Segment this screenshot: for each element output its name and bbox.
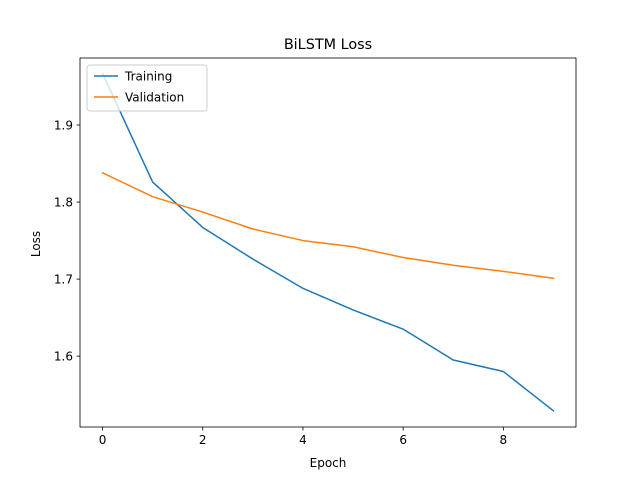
x-axis-ticks: 0 2 4 6 8 [99,427,507,447]
x-axis-label: Epoch [310,456,347,470]
x-tick-label: 0 [99,433,107,447]
x-tick-label: 2 [199,433,207,447]
series-lines [101,72,555,412]
plot-area [79,57,577,428]
y-axis-ticks: 1.6 1.7 1.8 1.9 [54,119,80,364]
y-tick-label: 1.6 [54,350,73,364]
y-tick-label: 1.9 [54,119,73,133]
chart-title: BiLSTM Loss [284,37,372,53]
axes-frame [79,57,577,428]
x-tick-label: 4 [299,433,307,447]
legend: Training Validation [86,64,208,112]
x-tick-label: 6 [399,433,407,447]
x-tick-label: 8 [500,433,508,447]
series-line-validation [101,171,555,280]
y-tick-label: 1.8 [54,196,73,210]
legend-label-validation: Validation [125,91,184,105]
legend-label-training: Training [124,70,172,84]
y-axis-label: Loss [29,231,43,257]
y-tick-label: 1.7 [54,273,73,287]
